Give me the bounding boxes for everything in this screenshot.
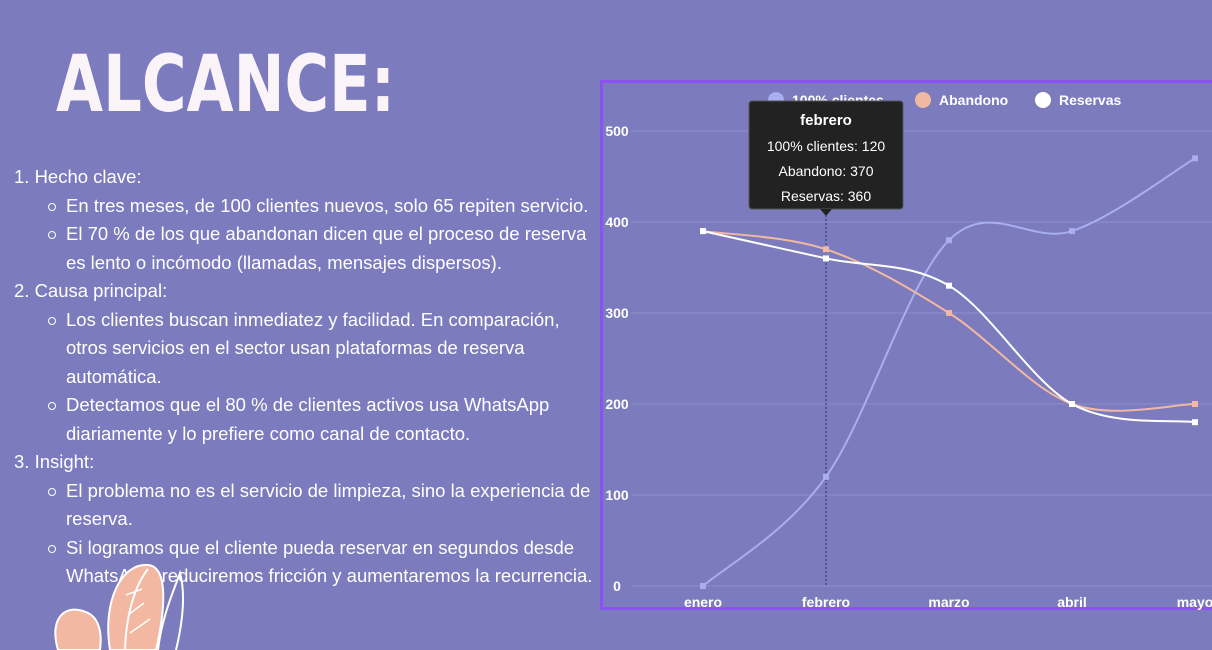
data-point bbox=[1192, 419, 1198, 426]
bullet-item: Si logramos que el cliente pueda reserva… bbox=[48, 534, 604, 591]
bullet-item: En tres meses, de 100 clientes nuevos, s… bbox=[48, 192, 604, 221]
x-tick-label: febrero bbox=[802, 594, 850, 610]
section-item: 2. Causa principal: Los clientes buscan … bbox=[14, 277, 604, 448]
bullet-item: Los clientes buscan inmediatez y facilid… bbox=[48, 306, 604, 392]
tooltip-arrow bbox=[820, 209, 832, 216]
y-tick-label: 200 bbox=[605, 396, 629, 412]
legend-label: Reservas bbox=[1059, 92, 1121, 108]
data-point bbox=[700, 228, 706, 235]
data-point bbox=[1069, 228, 1075, 235]
chart-frame: 0 100 200 300 400 500 enero febrero marzo abril m… bbox=[600, 80, 1212, 610]
legend-marker bbox=[1035, 92, 1051, 108]
y-tick-label: 400 bbox=[605, 214, 629, 230]
series-line bbox=[702, 230, 1196, 412]
x-tick-label: enero bbox=[684, 594, 722, 610]
content-list: 1. Hecho clave: En tres meses, de 100 cl… bbox=[14, 163, 604, 591]
tooltip: febrero 100% clientes: 120 Abandono: 370 Re… bbox=[748, 100, 904, 216]
slide-title: ALCANCE: bbox=[56, 40, 396, 130]
bullet-list: En tres meses, de 100 clientes nuevos, s… bbox=[14, 192, 604, 278]
x-tick-label: mayo bbox=[1177, 594, 1212, 610]
y-tick-label: 100 bbox=[605, 487, 629, 503]
section-list: 1. Hecho clave: En tres meses, de 100 cl… bbox=[14, 163, 604, 591]
series-lines bbox=[700, 155, 1198, 589]
y-tick-label: 300 bbox=[605, 305, 629, 321]
series-line bbox=[702, 157, 1196, 587]
line-chart: 0 100 200 300 400 500 enero febrero marzo abril m… bbox=[605, 92, 1212, 610]
data-point bbox=[1192, 155, 1198, 162]
tooltip-line: 100% clientes: 120 bbox=[767, 138, 886, 154]
section-title: 2. Causa principal: bbox=[14, 280, 168, 301]
x-tick-label: abril bbox=[1057, 594, 1087, 610]
data-point bbox=[823, 246, 829, 253]
y-tick-label: 0 bbox=[613, 578, 621, 594]
bullet-item: El 70 % de los que abandonan dicen que e… bbox=[48, 220, 604, 277]
y-axis-ticks: 0 100 200 300 400 500 bbox=[605, 123, 629, 594]
leaf-decoration bbox=[54, 563, 184, 650]
data-point bbox=[946, 282, 952, 289]
data-point bbox=[823, 473, 829, 480]
bullet-list: El problema no es el servicio de limpiez… bbox=[14, 477, 604, 591]
y-tick-label: 500 bbox=[605, 123, 629, 139]
tooltip-line: Abandono: 370 bbox=[779, 163, 874, 179]
legend-marker bbox=[915, 92, 931, 108]
data-point bbox=[1069, 401, 1075, 407]
grid-lines bbox=[631, 130, 1212, 587]
data-point bbox=[823, 255, 829, 262]
section-title: 3. Insight: bbox=[14, 451, 95, 472]
data-point bbox=[1192, 401, 1198, 407]
bullet-list: Los clientes buscan inmediatez y facilid… bbox=[14, 306, 604, 449]
section-item: 1. Hecho clave: En tres meses, de 100 cl… bbox=[14, 163, 604, 277]
section-title: 1. Hecho clave: bbox=[14, 166, 142, 187]
series-line bbox=[702, 230, 1196, 424]
data-point bbox=[946, 237, 952, 244]
legend-label: Abandono bbox=[939, 92, 1008, 108]
section-item: 3. Insight: El problema no es el servici… bbox=[14, 448, 604, 591]
tooltip-title: febrero bbox=[800, 112, 852, 129]
data-point bbox=[700, 583, 706, 589]
x-tick-label: marzo bbox=[928, 594, 969, 610]
data-point bbox=[946, 310, 952, 316]
bullet-item: El problema no es el servicio de limpiez… bbox=[48, 477, 604, 534]
x-axis-ticks: enero febrero marzo abril mayo bbox=[684, 594, 1212, 610]
bullet-item: Detectamos que el 80 % de clientes activ… bbox=[48, 391, 604, 448]
tooltip-line: Reservas: 360 bbox=[781, 188, 871, 204]
